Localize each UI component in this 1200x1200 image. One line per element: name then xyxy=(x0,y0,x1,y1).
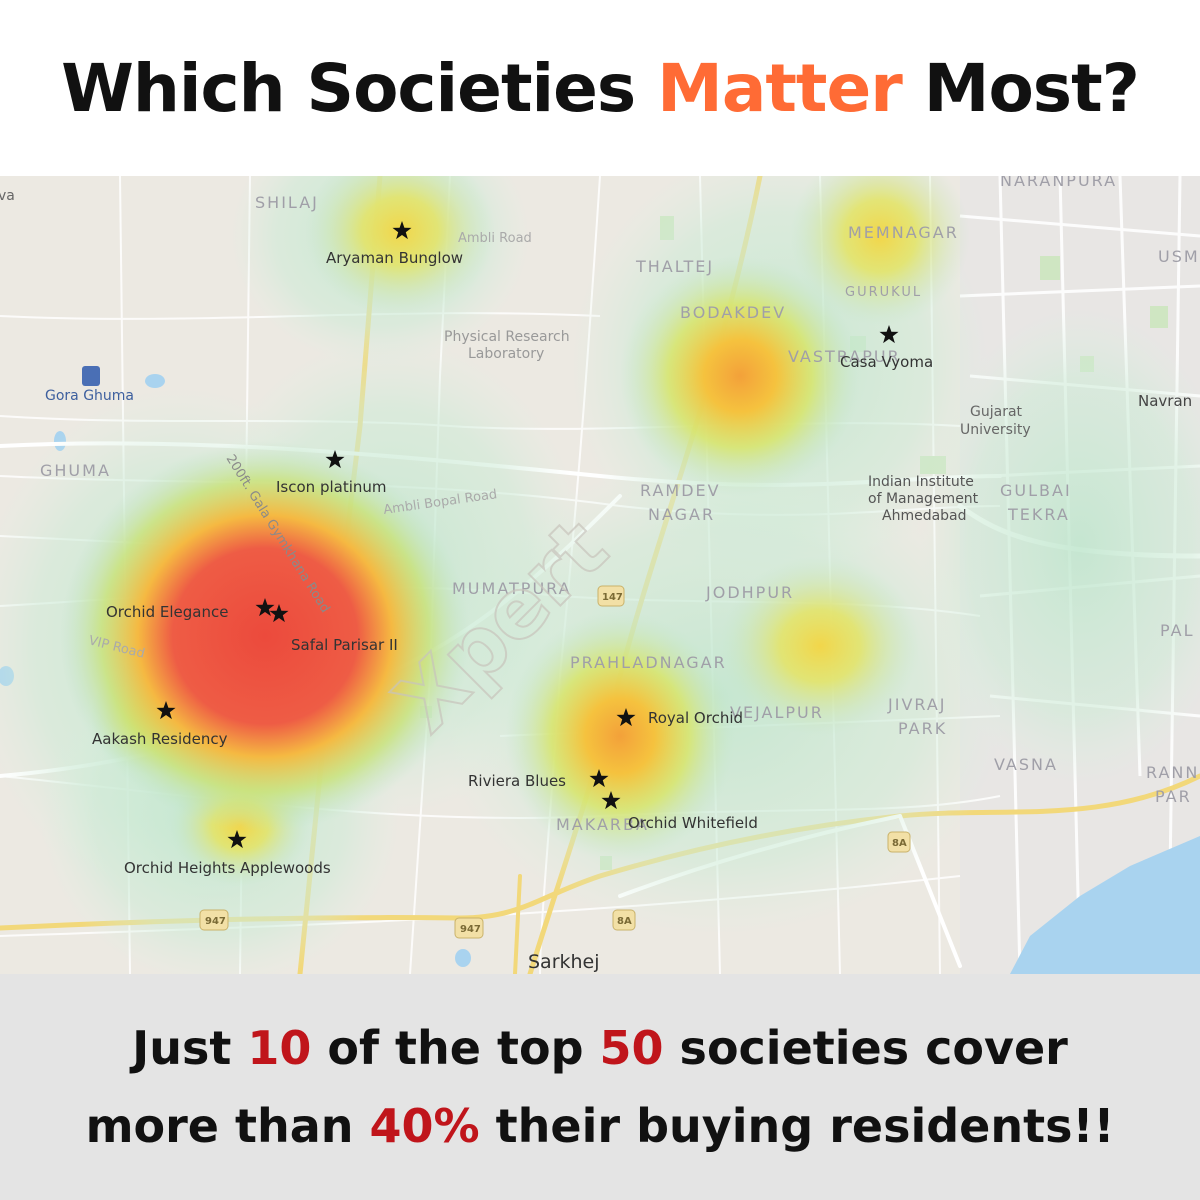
star-icon[interactable] xyxy=(392,221,412,240)
heat-map[interactable]: SHILAJ THALTEJ MEMNAGAR GURUKUL BODAKDEV… xyxy=(0,176,1200,974)
place-label: Sarkhej xyxy=(528,951,600,973)
caption-text: of the top xyxy=(311,1021,600,1075)
society-label: Orchid Heights Applewoods xyxy=(124,859,331,877)
area-label: NAGAR xyxy=(648,505,715,524)
area-label: GHUMA xyxy=(40,461,111,480)
area-label: JODHPUR xyxy=(705,583,794,602)
page-title: Which Societies Matter Most? xyxy=(61,49,1140,127)
shield-label: 8A xyxy=(892,838,907,849)
society-marker[interactable]: Riviera Blues xyxy=(468,769,609,790)
place-label: Ahmedabad xyxy=(882,508,967,524)
society-label: Aryaman Bunglow xyxy=(326,249,463,267)
star-icon[interactable] xyxy=(255,598,275,617)
area-label: USM xyxy=(1158,247,1200,266)
society-label: Orchid Elegance xyxy=(106,603,228,621)
star-icon[interactable] xyxy=(616,708,636,727)
area-label: MAKARBA xyxy=(556,815,649,834)
society-label: Riviera Blues xyxy=(468,772,566,790)
area-label: GULBAI xyxy=(1000,481,1072,500)
society-label: Iscon platinum xyxy=(276,478,387,496)
society-marker[interactable]: Casa Vyoma xyxy=(840,325,933,371)
society-label: Orchid Whitefield xyxy=(628,814,758,832)
shield-label: 947 xyxy=(460,924,481,935)
society-label: Royal Orchid xyxy=(648,709,743,727)
shield-label: 147 xyxy=(602,592,623,603)
map-canvas: SHILAJ THALTEJ MEMNAGAR GURUKUL BODAKDEV… xyxy=(0,176,1200,974)
star-icon[interactable] xyxy=(601,791,621,810)
society-marker[interactable]: Safal Parisar II xyxy=(269,604,398,654)
society-label: Casa Vyoma xyxy=(840,353,933,371)
star-icon[interactable] xyxy=(325,450,345,469)
title-part1: Which Societies xyxy=(61,49,658,127)
caption-text: more than xyxy=(85,1099,370,1153)
area-label: VASTRAPUR xyxy=(788,347,901,366)
place-labels: va Gora Ghuma Navran Gujarat University … xyxy=(0,188,1192,973)
star-icon[interactable] xyxy=(879,325,899,344)
society-label: Safal Parisar II xyxy=(291,636,398,654)
caption-number: 10 xyxy=(247,1021,312,1075)
society-marker[interactable]: Aryaman Bunglow xyxy=(326,221,463,267)
society-marker[interactable]: Orchid Whitefield xyxy=(601,791,758,832)
area-label: PRAHLADNAGAR xyxy=(570,653,727,672)
area-label: TEKRA xyxy=(1007,505,1070,524)
area-label: MUMATPURA xyxy=(452,579,572,598)
area-label: PAL xyxy=(1160,621,1194,640)
area-label: PAR xyxy=(1155,787,1192,806)
area-label: VASNA xyxy=(994,755,1058,774)
place-label: Indian Institute xyxy=(868,474,974,490)
society-markers[interactable]: Aryaman Bunglow Casa Vyoma Iscon platinum O… xyxy=(92,221,933,877)
star-icon[interactable] xyxy=(156,701,176,720)
place-label: Physical Research xyxy=(444,329,570,345)
title-part2: Most? xyxy=(901,49,1140,127)
area-label: BODAKDEV xyxy=(680,303,786,322)
caption-line-1: Just 10 of the top 50 societies cover xyxy=(132,1009,1068,1087)
caption-text: Just xyxy=(132,1021,248,1075)
shield-label: 947 xyxy=(205,916,226,927)
star-icon[interactable] xyxy=(269,604,289,623)
place-label: Gora Ghuma xyxy=(45,388,134,404)
area-label: SHILAJ xyxy=(255,193,319,212)
caption-text: societies cover xyxy=(663,1021,1068,1075)
place-label: Gujarat xyxy=(970,404,1023,420)
place-label: Navran xyxy=(1138,392,1192,410)
caption-line-2: more than 40% their buying residents!! xyxy=(86,1087,1115,1165)
area-label: THALTEJ xyxy=(635,257,714,276)
place-label: of Management xyxy=(868,491,979,507)
area-label: JIVRAJ xyxy=(887,695,947,714)
caption-text: their buying residents!! xyxy=(479,1099,1115,1153)
area-labels: SHILAJ THALTEJ MEMNAGAR GURUKUL BODAKDEV… xyxy=(40,176,1200,834)
metro-station-icon xyxy=(82,366,100,386)
place-label: va xyxy=(0,188,15,204)
place-label: University xyxy=(960,422,1031,438)
heat-layer xyxy=(0,176,1200,974)
society-marker[interactable]: Orchid Elegance xyxy=(106,598,275,621)
shield-label: 8A xyxy=(617,916,632,927)
society-marker[interactable]: Aakash Residency xyxy=(92,701,228,748)
caption-number: 40% xyxy=(369,1099,480,1153)
area-label: MEMNAGAR xyxy=(848,223,959,242)
society-marker[interactable]: Iscon platinum xyxy=(276,450,387,496)
footer-caption: Just 10 of the top 50 societies cover mo… xyxy=(0,974,1200,1200)
star-icon[interactable] xyxy=(227,830,247,849)
society-marker[interactable]: Orchid Heights Applewoods xyxy=(124,830,331,877)
title-accent: Matter xyxy=(657,49,903,127)
header: Which Societies Matter Most? xyxy=(0,0,1200,176)
star-icon[interactable] xyxy=(589,769,609,788)
society-label: Aakash Residency xyxy=(92,730,228,748)
area-label: PARK xyxy=(898,719,947,738)
place-label: Laboratory xyxy=(468,346,544,362)
area-label: NARANPURA xyxy=(1000,176,1117,190)
road-label: Ambli Road xyxy=(458,231,532,246)
society-marker[interactable]: Royal Orchid xyxy=(616,708,744,727)
caption-number: 50 xyxy=(599,1021,664,1075)
area-label: RANN xyxy=(1146,763,1199,782)
area-label: GURUKUL xyxy=(845,285,922,300)
area-label: RAMDEV xyxy=(640,481,721,500)
area-label: VEJALPUR xyxy=(730,703,824,722)
highway-shields: 947 947 147 8A 8A xyxy=(199,585,911,939)
